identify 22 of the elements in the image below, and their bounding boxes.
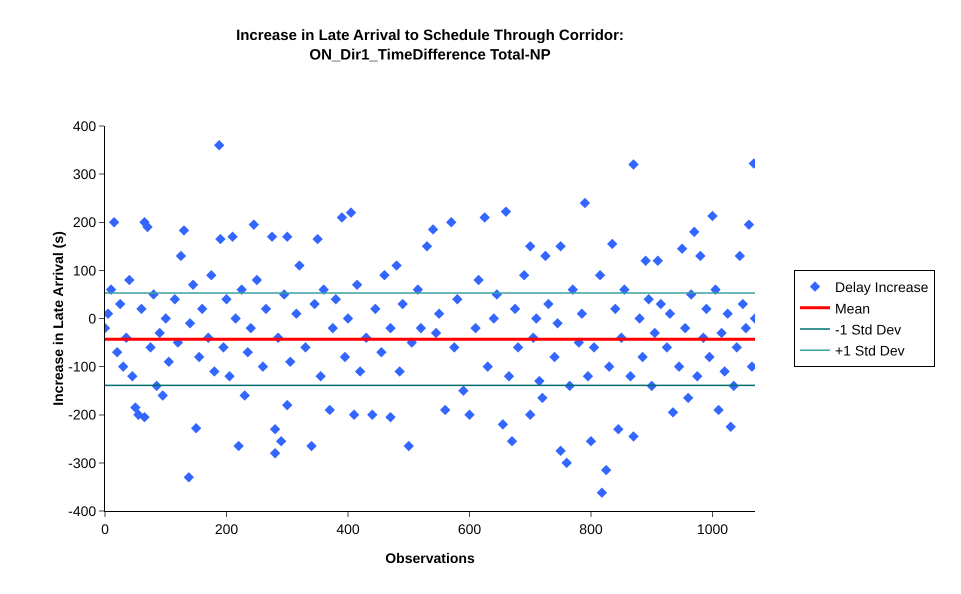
y-tick-label: -200 (68, 406, 96, 423)
y-tick-label: 400 (72, 118, 96, 134)
legend-label: -1 Std Dev (835, 321, 902, 338)
x-axis-title: Observations (385, 550, 475, 566)
legend-label: Delay Increase (835, 279, 929, 296)
y-tick-label: -100 (68, 358, 96, 375)
x-tick-label: 1000 (696, 520, 728, 537)
legend-label: +1 Std Dev (835, 342, 905, 359)
y-tick-label: 100 (72, 262, 96, 278)
y-tick-label: 200 (72, 214, 96, 230)
y-tick-label: 0 (88, 310, 96, 326)
legend-label: Mean (835, 300, 870, 316)
y-axis-title: Increase in Late Arrival (s) (50, 231, 66, 406)
x-tick-label: 400 (336, 520, 360, 537)
x-tick-label: 200 (214, 520, 238, 537)
x-tick-label: 600 (458, 520, 482, 537)
y-tick-label: 300 (72, 166, 96, 182)
x-tick-label: 800 (579, 520, 603, 537)
chart-title: Increase in Late Arrival to Schedule Through Corridor: ON_Dir1_TimeDifference Total-NP (236, 27, 624, 64)
y-tick-label: -300 (68, 454, 96, 471)
x-tick-label: 0 (101, 520, 110, 537)
y-tick-label: -400 (68, 502, 96, 519)
